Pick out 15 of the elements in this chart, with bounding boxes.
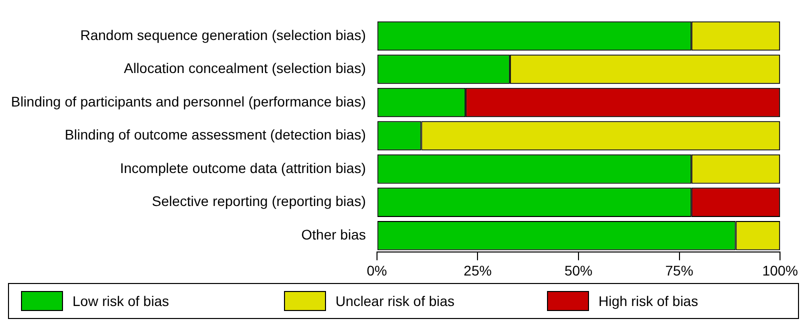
- y-tick-label: Selective reporting (reporting bias): [152, 193, 366, 210]
- y-tick-label: Other bias: [301, 226, 366, 242]
- x-tick-label: 0%: [366, 262, 387, 278]
- y-tick-label: Allocation concealment (selection bias): [124, 60, 366, 76]
- x-tick-label: 50%: [564, 262, 592, 278]
- y-tick-label: Blinding of outcome assessment (detection bias): [64, 126, 366, 143]
- y-tick-label: Incomplete outcome data (attrition bias): [120, 160, 366, 176]
- legend-label: Unclear risk of bias: [336, 293, 455, 309]
- x-tick-label: 25%: [464, 262, 492, 278]
- x-tick-label: 100%: [762, 262, 798, 278]
- legend-label: High risk of bias: [598, 293, 698, 309]
- x-tick-label: 75%: [665, 262, 694, 278]
- legend-label: Low risk of bias: [72, 293, 169, 309]
- y-tick-label: Random sequence generation (selection bias): [80, 26, 366, 43]
- y-tick-label: Blinding of participants and personnel (performance bias): [10, 93, 366, 110]
